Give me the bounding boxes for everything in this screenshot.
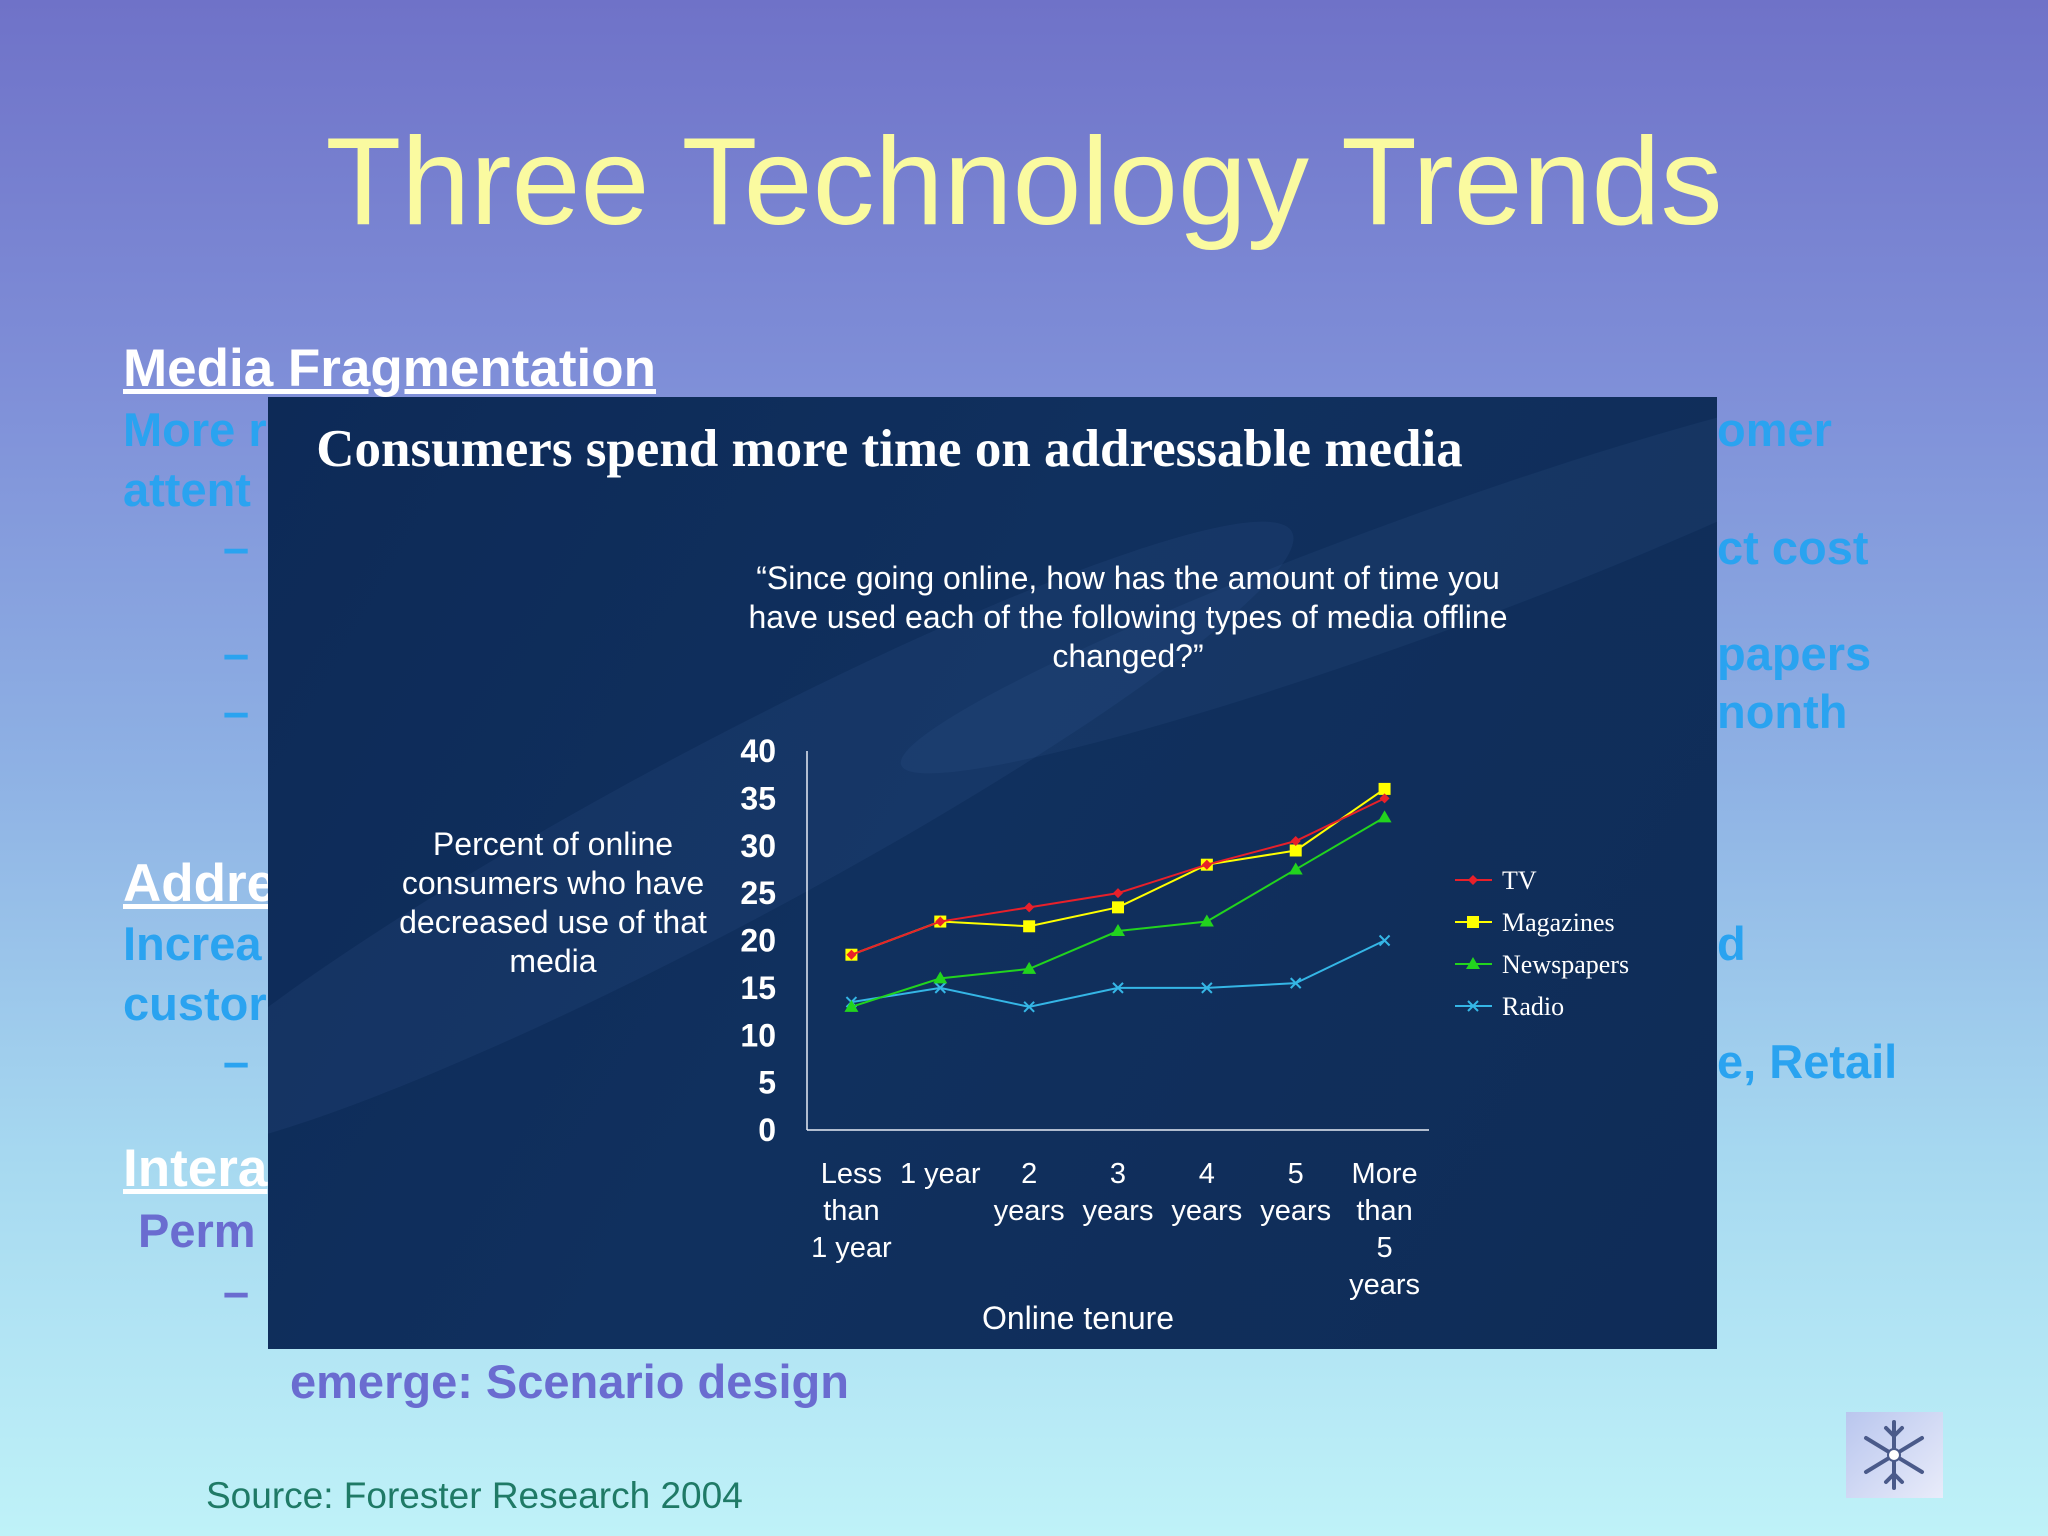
slide-title: Three Technology Trends	[325, 113, 1723, 251]
dash-marker: –	[223, 627, 250, 680]
dash-marker: –	[223, 521, 250, 574]
y-axis-label: Percent of online consumers who have dec…	[399, 826, 707, 979]
data-point-radio	[1112, 982, 1124, 994]
y-tick-label: 5	[758, 1065, 776, 1101]
legend-marker	[1466, 957, 1480, 969]
dash-marker: –	[223, 685, 250, 738]
x-tick-label: 3	[1110, 1158, 1126, 1190]
heading-interactive: Intera	[123, 1139, 268, 1198]
x-tick-label: Less	[821, 1158, 882, 1190]
y-tick-label: 15	[740, 970, 776, 1006]
x-tick-label: 4	[1199, 1158, 1215, 1190]
y-tick-label: 0	[758, 1112, 776, 1148]
bullet-text: Increa	[123, 917, 262, 970]
data-point-newspapers	[933, 971, 948, 984]
data-point-magazines	[1378, 782, 1391, 795]
data-point-radio	[1378, 934, 1391, 947]
x-tick-label: 2	[1021, 1158, 1037, 1190]
y-tick-label: 40	[740, 733, 776, 769]
data-point-newspapers	[1377, 810, 1392, 823]
x-tick-label: than	[823, 1195, 879, 1227]
y-tick-label: 10	[740, 1017, 776, 1053]
chart-subtitle: “Since going online, how has the amount …	[748, 560, 1508, 674]
bullet-text: ct cost	[1717, 521, 1869, 574]
data-point-tv	[1201, 859, 1212, 870]
x-tick-label: years	[1349, 1269, 1420, 1301]
legend-label: Radio	[1502, 992, 1564, 1021]
data-point-radio	[1290, 977, 1302, 989]
bullet-text: More r	[123, 403, 267, 456]
legend-label: TV	[1502, 866, 1537, 895]
x-axis-label: Online tenure	[981, 1300, 1175, 1336]
data-point-newspapers	[844, 999, 859, 1012]
bullet-text: Perm	[138, 1204, 256, 1257]
x-tick-label: years	[1083, 1195, 1154, 1227]
data-point-tv	[1379, 793, 1390, 804]
x-tick-label: More	[1352, 1158, 1418, 1190]
data-point-magazines	[1023, 920, 1036, 933]
x-tick-label: years	[994, 1195, 1065, 1227]
data-point-radio	[1023, 1001, 1035, 1013]
dash-marker: –	[223, 1035, 250, 1088]
source-note: Source: Forester Research 2004	[206, 1475, 743, 1516]
chart-title: Consumers spend more time on addressable…	[316, 420, 1463, 478]
bullet-text: e, Retail	[1717, 1035, 1898, 1088]
dash-marker: –	[223, 1265, 250, 1318]
bullet-text: d	[1717, 917, 1746, 970]
bullet-text: omer	[1717, 403, 1832, 456]
data-point-newspapers	[1111, 924, 1125, 937]
x-tick-label: 1 year	[811, 1232, 892, 1264]
data-point-magazines	[1112, 901, 1124, 914]
x-tick-label: 5	[1377, 1232, 1393, 1264]
bullet-text: attent	[123, 463, 251, 516]
x-tick-label: than	[1356, 1195, 1412, 1227]
data-point-tv	[1024, 902, 1035, 913]
y-tick-label: 35	[740, 780, 776, 816]
data-point-magazines	[1289, 844, 1302, 857]
bullet-text: custor	[123, 977, 267, 1030]
y-tick-label: 25	[740, 875, 776, 911]
series-line-radio	[851, 939, 1386, 1008]
bullet-text: nonth	[1717, 685, 1848, 738]
x-tick-label: 1 year	[900, 1158, 981, 1190]
legend-marker	[1467, 1000, 1479, 1012]
legend-marker	[1467, 916, 1479, 928]
bullet-text: emerge: Scenario design	[290, 1355, 849, 1408]
y-tick-label: 30	[740, 828, 776, 864]
snowflake-logo	[1846, 1412, 1943, 1498]
heading-addressable: Addre	[123, 854, 277, 913]
data-point-radio	[934, 982, 946, 994]
legend-label: Newspapers	[1502, 950, 1629, 979]
data-point-newspapers	[1022, 961, 1037, 974]
x-tick-label: 5	[1288, 1158, 1304, 1190]
data-point-tv	[1290, 836, 1301, 847]
legend-marker	[1468, 875, 1478, 885]
x-tick-label: years	[1171, 1195, 1242, 1227]
data-point-radio	[1201, 982, 1213, 994]
data-point-newspapers	[1288, 862, 1303, 875]
data-point-newspapers	[1199, 914, 1214, 927]
heading-media-fragmentation: Media Fragmentation	[123, 339, 657, 398]
bullet-text: papers	[1717, 627, 1872, 680]
legend-label: Magazines	[1502, 908, 1615, 937]
data-point-tv	[935, 916, 946, 927]
y-tick-label: 20	[740, 923, 776, 959]
x-tick-label: years	[1260, 1195, 1331, 1227]
chart-panel: Consumers spend more time on addressable…	[268, 397, 1717, 1349]
data-point-tv	[1113, 888, 1123, 899]
data-point-tv	[846, 949, 857, 960]
